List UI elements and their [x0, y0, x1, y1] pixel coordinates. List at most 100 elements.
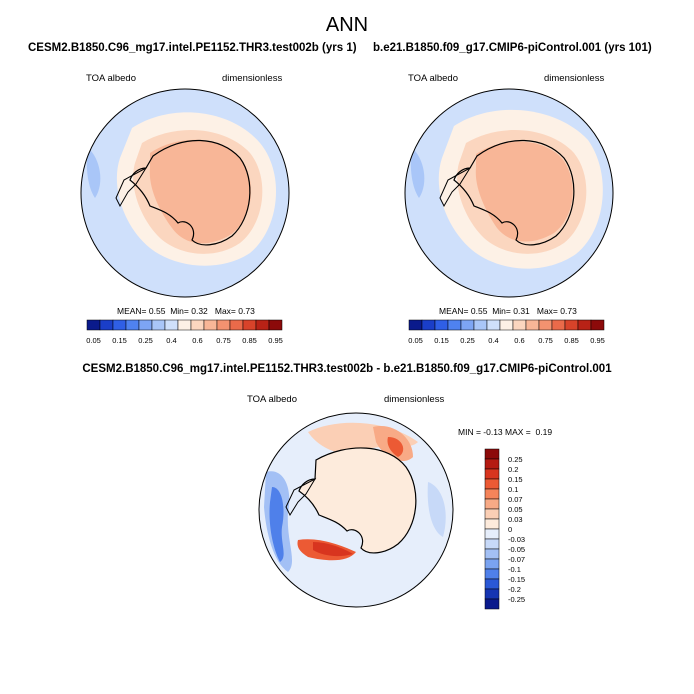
colorbar-tick-label: 0.95: [590, 336, 605, 345]
colorbar-tick-label: -0.1: [508, 565, 521, 574]
colorbar-swatch: [421, 319, 436, 331]
colorbar-swatch: [484, 598, 500, 610]
antarctic-peninsula: [115, 166, 148, 208]
colorbar-tick-label: 0.85: [242, 336, 257, 345]
colorbar-swatch: [99, 319, 114, 331]
colorbar-swatch: [484, 458, 500, 470]
colorbar-tick-label: 0.05: [86, 336, 101, 345]
colorbar-tick-label: -0.07: [508, 555, 525, 564]
colorbar-tick-label: 0.2: [508, 465, 518, 474]
colorbar-swatch: [484, 488, 500, 500]
antarctica-coastline: [298, 447, 417, 554]
colorbar-tick-label: 0.1: [508, 485, 518, 494]
colorbar-swatch: [177, 319, 192, 331]
low-albedo-region: [86, 148, 101, 198]
antarctica-coastline: [129, 139, 251, 246]
panel-1-variable-label: TOA albedo: [86, 73, 137, 84]
colorbar-swatch: [138, 319, 153, 331]
colorbar-tick-label: 0.4: [488, 336, 498, 345]
diff-units-label: dimensionless: [384, 394, 445, 405]
colorbar-swatch: [125, 319, 140, 331]
panel-1-stats: MEAN= 0.55 Min= 0.32 Max= 0.73: [117, 306, 255, 316]
colorbar-tick-label: 0.15: [434, 336, 449, 345]
colorbar-swatch: [216, 319, 231, 331]
colorbar-tick-label: 0.95: [268, 336, 283, 345]
colorbar-tick-label: 0.75: [538, 336, 553, 345]
colorbar-swatch: [86, 319, 101, 331]
colorbar-swatch: [203, 319, 218, 331]
panel-2-title: b.e21.B1850.f09_g17.CMIP6-piControl.001 …: [373, 42, 652, 54]
colorbar-swatch: [538, 319, 553, 331]
colorbar-swatch: [447, 319, 462, 331]
colorbar-tick-label: -0.2: [508, 585, 521, 594]
figure-title: ANN: [325, 14, 369, 36]
colorbar-swatch: [408, 319, 423, 331]
colorbar-tick-label: 0.6: [514, 336, 524, 345]
panel-2-variable-label: TOA albedo: [408, 73, 459, 84]
colorbar-swatch: [268, 319, 283, 331]
panel-2-polar-map: [404, 88, 614, 298]
colorbar-tick-label: 0.25: [460, 336, 475, 345]
colorbar-swatch: [564, 319, 579, 331]
antarctic-peninsula: [439, 166, 472, 208]
panel-1-polar-map: [80, 88, 290, 298]
panel-1-colorbar: 0.05 0.15 0.25 0.4 0.6 0.75 0.85 0.95: [86, 319, 283, 345]
colorbar-tick-label: -0.03: [508, 535, 525, 544]
colorbar-swatch: [484, 478, 500, 490]
colorbar-swatch: [525, 319, 540, 331]
positive-anomaly: [387, 437, 404, 457]
colorbar-tick-label: 0.05: [508, 505, 523, 514]
colorbar-tick-label: 0.07: [508, 495, 523, 504]
colorbar-tick-label: 0.6: [192, 336, 202, 345]
panel-2-colorbar: 0.05 0.15 0.25 0.4 0.6 0.75 0.85 0.95: [408, 319, 605, 345]
colorbar-swatch: [486, 319, 501, 331]
colorbar-swatch: [484, 468, 500, 480]
colorbar-swatch: [551, 319, 566, 331]
colorbar-swatch: [590, 319, 605, 331]
colorbar-swatch: [484, 538, 500, 550]
colorbar-swatch: [484, 548, 500, 560]
colorbar-tick-label: 0.25: [508, 455, 523, 464]
colorbar-tick-label: 0.25: [138, 336, 153, 345]
colorbar-tick-label: 0: [508, 525, 512, 534]
colorbar-tick-label: 0.05: [408, 336, 423, 345]
colorbar-tick-label: 0.85: [564, 336, 579, 345]
diff-variable-label: TOA albedo: [247, 394, 298, 405]
colorbar-tick-label: 0.75: [216, 336, 231, 345]
colorbar-swatch: [484, 448, 500, 460]
colorbar-tick-label: -0.15: [508, 575, 525, 584]
low-albedo-region: [410, 148, 425, 198]
colorbar-swatch: [499, 319, 514, 331]
antarctic-ice-sheet: [149, 139, 252, 244]
panel-2-units-label: dimensionless: [544, 73, 605, 84]
colorbar-swatch: [255, 319, 270, 331]
colorbar-tick-label: -0.05: [508, 545, 525, 554]
colorbar-swatch: [484, 558, 500, 570]
colorbar-swatch: [229, 319, 244, 331]
panel-2-stats: MEAN= 0.55 Min= 0.31 Max= 0.73: [439, 306, 577, 316]
colorbar-swatch: [112, 319, 127, 331]
colorbar-tick-label: -0.25: [508, 595, 525, 604]
colorbar-swatch: [484, 578, 500, 590]
colorbar-swatch: [460, 319, 475, 331]
colorbar-swatch: [577, 319, 592, 331]
colorbar-tick-label: 0.15: [112, 336, 127, 345]
colorbar-swatch: [484, 528, 500, 540]
colorbar-swatch: [512, 319, 527, 331]
colorbar-swatch: [164, 319, 179, 331]
colorbar-swatch: [242, 319, 257, 331]
antarctica-coastline: [453, 139, 575, 246]
colorbar-swatch: [484, 588, 500, 600]
panel-1-title: CESM2.B1850.C96_mg17.intel.PE1152.THR3.t…: [28, 42, 357, 54]
colorbar-tick-label: 0.03: [508, 515, 523, 524]
diff-minmax: MIN = -0.13 MAX = 0.19: [458, 427, 553, 437]
antarctic-peninsula: [285, 477, 317, 517]
colorbar-swatch: [151, 319, 166, 331]
diff-panel-title: CESM2.B1850.C96_mg17.intel.PE1152.THR3.t…: [82, 363, 612, 375]
colorbar-tick-label: 0.15: [508, 475, 523, 484]
colorbar-swatch: [434, 319, 449, 331]
diff-polar-map: [258, 412, 454, 608]
positive-anomaly: [313, 542, 353, 557]
diff-colorbar: 0.250.20.150.10.070.050.030-0.03-0.05-0.…: [484, 448, 525, 610]
colorbar-swatch: [190, 319, 205, 331]
